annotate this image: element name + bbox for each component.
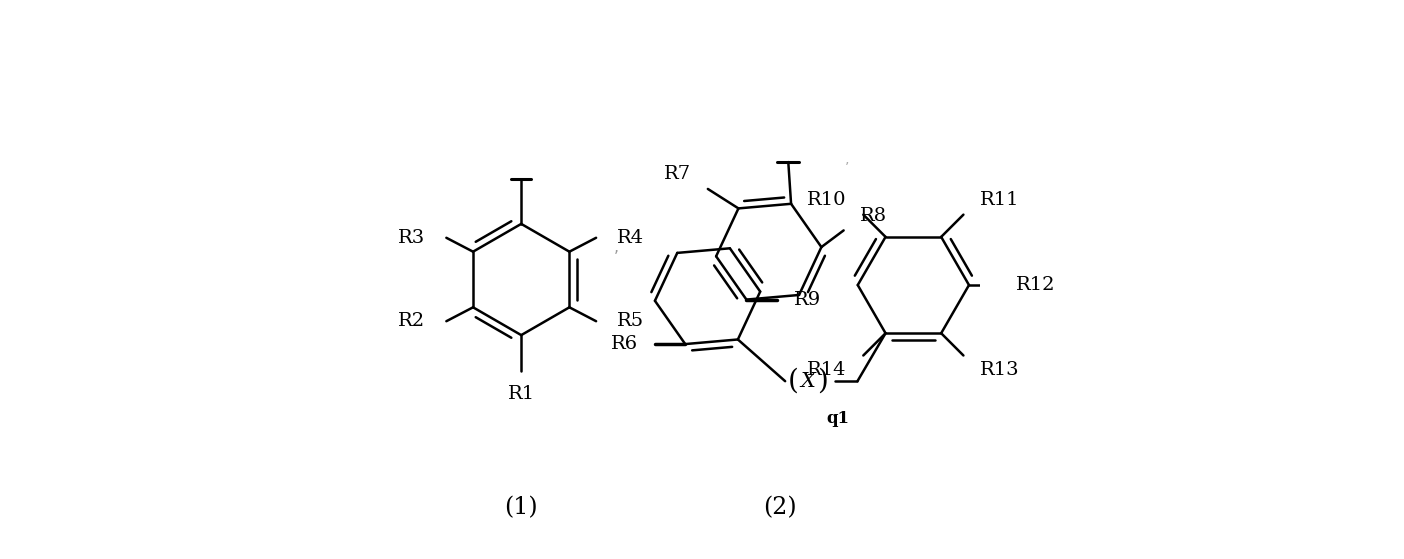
Text: R6: R6 [611, 335, 637, 353]
Text: R2: R2 [399, 312, 425, 330]
Text: R13: R13 [980, 361, 1019, 379]
Text: R5: R5 [618, 312, 644, 330]
Text: R7: R7 [664, 165, 691, 183]
Text: R1: R1 [508, 385, 535, 403]
Text: R14: R14 [807, 361, 847, 379]
Text: (2): (2) [762, 496, 796, 519]
Text: R9: R9 [793, 291, 821, 309]
Text: R10: R10 [807, 191, 847, 209]
Text: R3: R3 [397, 229, 425, 247]
Text: q1: q1 [827, 410, 849, 427]
Text: ’: ’ [844, 161, 849, 176]
Text: X: X [800, 372, 814, 391]
Text: R8: R8 [861, 207, 887, 225]
Text: ’: ’ [614, 250, 618, 265]
Text: R11: R11 [980, 191, 1019, 209]
Text: (: ( [788, 368, 799, 395]
Text: R12: R12 [1016, 276, 1056, 294]
Text: (1): (1) [504, 496, 538, 519]
Text: ): ) [817, 368, 828, 395]
Text: R4: R4 [618, 229, 644, 247]
